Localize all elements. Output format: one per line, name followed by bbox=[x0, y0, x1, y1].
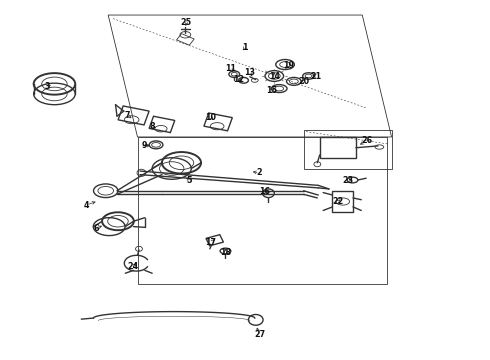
Text: 8: 8 bbox=[149, 122, 155, 131]
Text: 24: 24 bbox=[127, 262, 138, 271]
Text: 4: 4 bbox=[83, 201, 89, 210]
Text: 10: 10 bbox=[205, 113, 216, 122]
Text: 6: 6 bbox=[93, 224, 98, 233]
Text: 7: 7 bbox=[125, 111, 130, 120]
Text: 3: 3 bbox=[45, 82, 50, 91]
Bar bbox=[176, 33, 194, 45]
Bar bbox=[206, 235, 223, 246]
Text: 1: 1 bbox=[242, 43, 248, 52]
Text: 15: 15 bbox=[267, 86, 277, 95]
Text: 9: 9 bbox=[142, 141, 147, 150]
Text: 14: 14 bbox=[269, 72, 280, 81]
Text: 17: 17 bbox=[205, 238, 216, 247]
Text: 21: 21 bbox=[310, 72, 321, 81]
Text: 20: 20 bbox=[298, 77, 309, 86]
Text: 12: 12 bbox=[233, 75, 244, 84]
Text: 16: 16 bbox=[259, 187, 270, 196]
Bar bbox=[149, 116, 175, 132]
Bar bbox=[118, 106, 149, 125]
Text: 22: 22 bbox=[332, 197, 343, 206]
Text: 11: 11 bbox=[225, 64, 236, 73]
Bar bbox=[319, 137, 356, 158]
Text: 23: 23 bbox=[342, 176, 353, 185]
Text: 13: 13 bbox=[245, 68, 255, 77]
Text: 25: 25 bbox=[181, 18, 192, 27]
Text: 5: 5 bbox=[186, 176, 192, 185]
Text: 2: 2 bbox=[257, 168, 263, 177]
Bar bbox=[204, 113, 232, 131]
Bar bbox=[332, 191, 353, 212]
Text: 19: 19 bbox=[284, 61, 294, 70]
Text: 27: 27 bbox=[254, 330, 265, 339]
Text: 18: 18 bbox=[220, 248, 231, 257]
Text: 26: 26 bbox=[362, 136, 373, 145]
